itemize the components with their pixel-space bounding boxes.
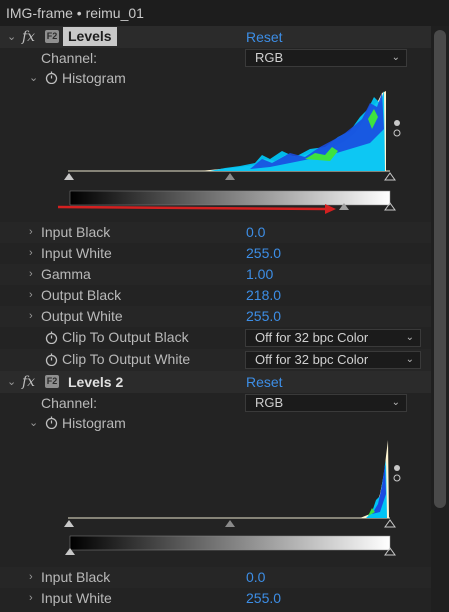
histogram-row: ⌄ Histogram — [0, 413, 431, 434]
output-white-slider[interactable] — [384, 202, 396, 211]
fx-toggle-icon[interactable]: fx — [22, 374, 36, 390]
histogram-dot-icon — [394, 120, 400, 126]
gamma-slider[interactable] — [225, 520, 235, 527]
input-black-slider[interactable] — [64, 520, 74, 527]
expand-arrow-icon[interactable]: › — [29, 268, 33, 280]
collapse-chevron-icon[interactable]: ⌄ — [7, 376, 17, 388]
input-black-slider[interactable] — [64, 173, 74, 180]
stopwatch-icon[interactable] — [45, 353, 58, 366]
channel-label: Channel: — [41, 50, 98, 66]
input-white-slider[interactable] — [384, 519, 396, 528]
reset-button[interactable]: Reset — [246, 29, 283, 45]
effect-header-levels[interactable]: ⌄ fx F2 Levels Reset — [0, 26, 431, 48]
histogram-green — [368, 508, 375, 516]
clip-output-white-row: Clip To Output White Off for 32 bpc Colo… — [0, 349, 431, 371]
gamma-slider[interactable] — [225, 173, 235, 180]
expand-chevron-icon[interactable]: ⌄ — [29, 72, 39, 84]
property-row-input-white[interactable]: › Input White 255.0 — [0, 588, 431, 609]
histogram-blue — [372, 464, 386, 514]
histogram-label: Histogram — [62, 70, 126, 86]
clip-black-label: Clip To Output Black — [62, 329, 189, 345]
clip-output-black-row: Clip To Output Black Off for 32 bpc Colo… — [0, 327, 431, 349]
property-row-input-black[interactable]: › Input Black 0.0 — [0, 222, 431, 243]
histogram-row: ⌄ Histogram — [0, 68, 431, 89]
input-white-slider[interactable] — [384, 172, 396, 181]
effect-preset-icon: F2 — [45, 375, 59, 388]
chevron-down-icon: ⌄ — [391, 52, 400, 63]
property-row-gamma[interactable]: › Gamma 1.00 — [0, 264, 431, 285]
histogram-green-2 — [368, 109, 378, 129]
effect-name[interactable]: Levels 2 — [68, 374, 124, 390]
channel-row: Channel: RGB ⌄ — [0, 48, 431, 69]
annotation-arrow-line — [57, 205, 329, 211]
output-black-slider[interactable] — [65, 548, 75, 555]
histogram-green — [305, 147, 338, 161]
effect-header-levels-2[interactable]: ⌄ fx F2 Levels 2 Reset — [0, 371, 431, 393]
output-white-slider[interactable] — [384, 547, 396, 556]
property-label: Input White — [41, 245, 112, 261]
channel-dropdown[interactable]: RGB ⌄ — [245, 49, 407, 67]
output-gradient — [69, 190, 391, 206]
clip-white-label: Clip To Output White — [62, 351, 191, 367]
property-label: Output Black — [41, 287, 122, 303]
effect-name[interactable]: Levels — [63, 27, 117, 46]
property-label: Input White — [41, 590, 112, 606]
property-row-input-black[interactable]: › Input Black 0.0 — [0, 567, 431, 588]
output-gradient — [69, 535, 391, 551]
expand-arrow-icon[interactable]: › — [29, 592, 33, 604]
collapse-chevron-icon[interactable]: ⌄ — [7, 31, 17, 43]
expand-arrow-icon[interactable]: › — [29, 247, 33, 259]
output-black-slider[interactable] — [339, 203, 349, 210]
clip-white-dropdown[interactable]: Off for 32 bpc Color ⌄ — [245, 351, 421, 369]
expand-arrow-icon[interactable]: › — [29, 289, 33, 301]
histogram-1[interactable] — [0, 89, 431, 220]
chevron-down-icon: ⌄ — [391, 397, 400, 408]
stopwatch-icon[interactable] — [45, 331, 58, 344]
channel-row: Channel: RGB ⌄ — [0, 393, 431, 414]
annotation-arrow-icon — [325, 204, 336, 214]
panel-title: IMG-frame • reimu_01 — [0, 0, 449, 26]
histogram-label: Histogram — [62, 415, 126, 431]
effect-preset-icon: F2 — [45, 30, 59, 43]
property-row-output-black[interactable]: › Output Black 218.0 — [0, 285, 431, 306]
property-value[interactable]: 218.0 — [246, 287, 282, 303]
expand-arrow-icon[interactable]: › — [29, 226, 33, 238]
property-value[interactable]: 0.0 — [246, 224, 266, 240]
property-label: Input Black — [41, 224, 111, 240]
channel-dropdown[interactable]: RGB ⌄ — [245, 394, 407, 412]
property-value[interactable]: 1.00 — [246, 266, 274, 282]
histogram-2[interactable] — [0, 434, 431, 566]
stopwatch-icon[interactable] — [45, 71, 58, 84]
clip-black-dropdown[interactable]: Off for 32 bpc Color ⌄ — [245, 329, 421, 347]
expand-chevron-icon[interactable]: ⌄ — [29, 417, 39, 429]
property-value[interactable]: 255.0 — [246, 590, 282, 606]
chevron-down-icon: ⌄ — [405, 354, 414, 365]
property-label: Gamma — [41, 266, 91, 282]
chevron-down-icon: ⌄ — [405, 332, 414, 343]
fx-toggle-icon[interactable]: fx — [22, 29, 36, 45]
property-value[interactable]: 255.0 — [246, 308, 282, 324]
property-row-input-white[interactable]: › Input White 255.0 — [0, 243, 431, 264]
histogram-dot-icon — [394, 465, 400, 471]
effect-controls-panel: IMG-frame • reimu_01 ⌄ fx F2 Levels Rese… — [0, 5, 431, 609]
property-value[interactable]: 0.0 — [246, 569, 266, 585]
histogram-circle-icon — [393, 474, 401, 482]
expand-arrow-icon[interactable]: › — [29, 571, 33, 583]
property-value[interactable]: 255.0 — [246, 245, 282, 261]
channel-value: RGB — [255, 50, 284, 65]
reset-button[interactable]: Reset — [246, 374, 283, 390]
channel-label: Channel: — [41, 395, 98, 411]
clip-white-value: Off for 32 bpc Color — [255, 352, 369, 367]
histogram-circle-icon — [393, 129, 401, 137]
stopwatch-icon[interactable] — [45, 416, 58, 429]
property-label: Output White — [41, 308, 123, 324]
clip-black-value: Off for 32 bpc Color — [255, 330, 369, 345]
scrollbar-thumb[interactable] — [434, 30, 446, 508]
property-label: Input Black — [41, 569, 111, 585]
channel-value: RGB — [255, 395, 284, 410]
expand-arrow-icon[interactable]: › — [29, 310, 33, 322]
property-row-output-white[interactable]: › Output White 255.0 — [0, 306, 431, 327]
